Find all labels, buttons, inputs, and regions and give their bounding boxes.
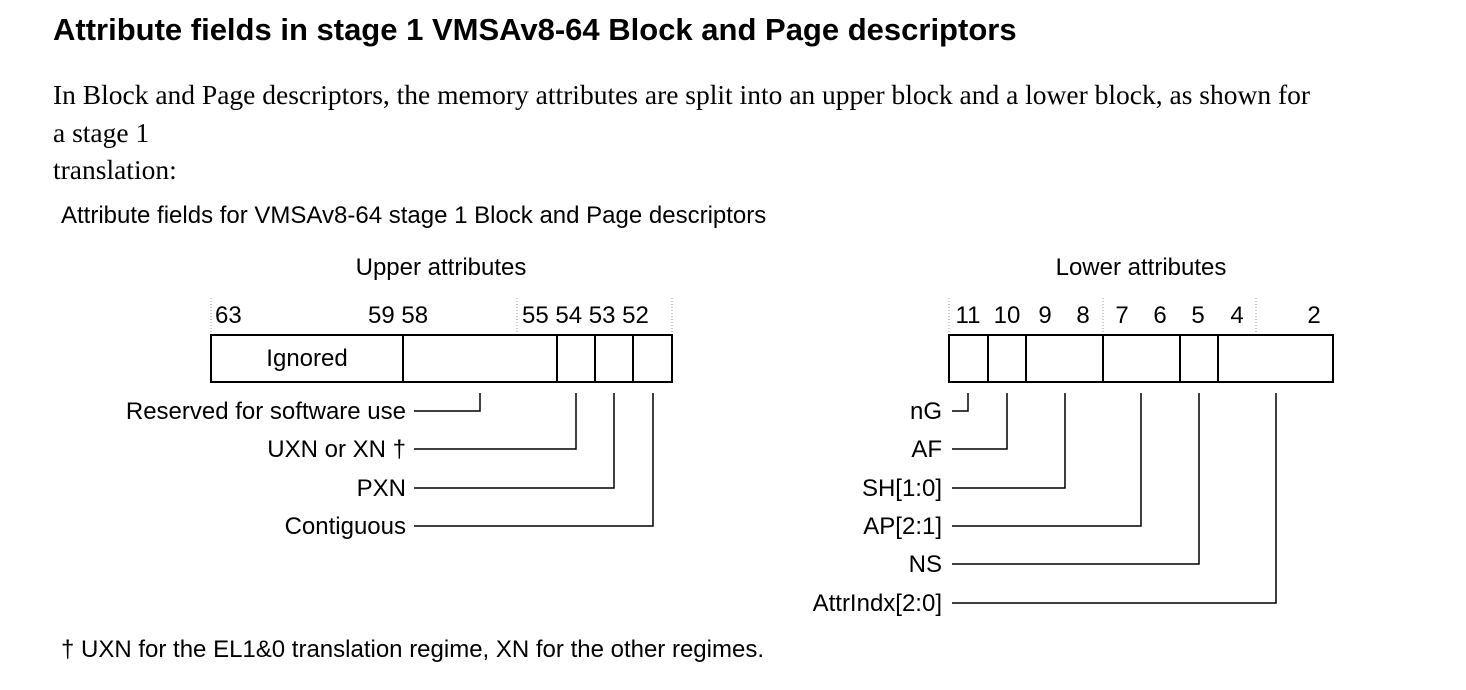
intro-line: translation:	[53, 154, 177, 185]
field-leader-af	[952, 393, 1008, 450]
field-leader-reserved-software	[414, 393, 481, 412]
field-leader-pxn	[414, 393, 615, 489]
field-label-pxn: PXN	[357, 475, 406, 502]
bit-label-10: 10	[994, 302, 1021, 329]
field-leader-contiguous	[414, 393, 654, 527]
bit-label-9: 9	[1038, 302, 1051, 329]
field-label-reserved-software: Reserved for software use	[126, 398, 406, 425]
upper-attributes-title: Upper attributes	[356, 254, 527, 281]
field-leader-ap	[952, 393, 1142, 527]
bit-label-55-52: 55 54 53 52	[522, 302, 649, 329]
intro-line: In Block and Page descriptors, the memor…	[53, 79, 1311, 110]
bit-label-4: 4	[1230, 302, 1243, 329]
field-label-attrindx: AttrIndx[2:0]	[813, 590, 942, 617]
bit-label-63: 63	[215, 302, 242, 329]
field-leader-ns	[952, 393, 1200, 565]
field-leader-sh	[952, 393, 1066, 489]
bit-label-6: 6	[1153, 302, 1166, 329]
intro-line: a stage 1	[53, 116, 150, 148]
field-label-ns: NS	[909, 551, 942, 578]
field-label-uxn-xn: UXN or XN †	[267, 436, 406, 463]
field-leader-attrindx	[952, 393, 1277, 604]
bit-label-8: 8	[1076, 302, 1089, 329]
figure-caption: Attribute fields for VMSAv8-64 stage 1 B…	[61, 202, 767, 229]
footnote: † UXN for the EL1&0 translation regime, …	[61, 636, 764, 663]
field-leader-ng	[952, 393, 969, 412]
page-title: Attribute fields in stage 1 VMSAv8-64 Bl…	[53, 12, 1017, 47]
intro-paragraph: In Block and Page descriptors, the memor…	[53, 76, 1453, 189]
lower-attributes-group: Lower attributes 11 10 9 8 7 6 5 4 2 nG …	[813, 254, 1334, 617]
field-label-sh: SH[1:0]	[862, 475, 942, 502]
lower-attributes-title: Lower attributes	[1056, 254, 1227, 281]
bit-label-5: 5	[1191, 302, 1204, 329]
ignored-field-label: Ignored	[266, 345, 347, 372]
field-label-ng: nG	[910, 398, 942, 425]
field-label-contiguous: Contiguous	[285, 513, 406, 540]
field-leader-uxn-xn	[414, 393, 577, 450]
field-label-ap: AP[2:1]	[863, 513, 942, 540]
bit-label-7: 7	[1115, 302, 1128, 329]
bit-label-11: 11	[956, 302, 981, 329]
upper-attributes-group: Upper attributes 63 59 58 55 54 53 52 Ig…	[126, 254, 673, 540]
field-label-af: AF	[911, 436, 942, 463]
lower-register-box	[948, 334, 1334, 383]
upper-register-box	[210, 334, 673, 383]
bit-label-2: 2	[1307, 302, 1320, 329]
bit-label-59-58: 59 58	[368, 302, 428, 329]
